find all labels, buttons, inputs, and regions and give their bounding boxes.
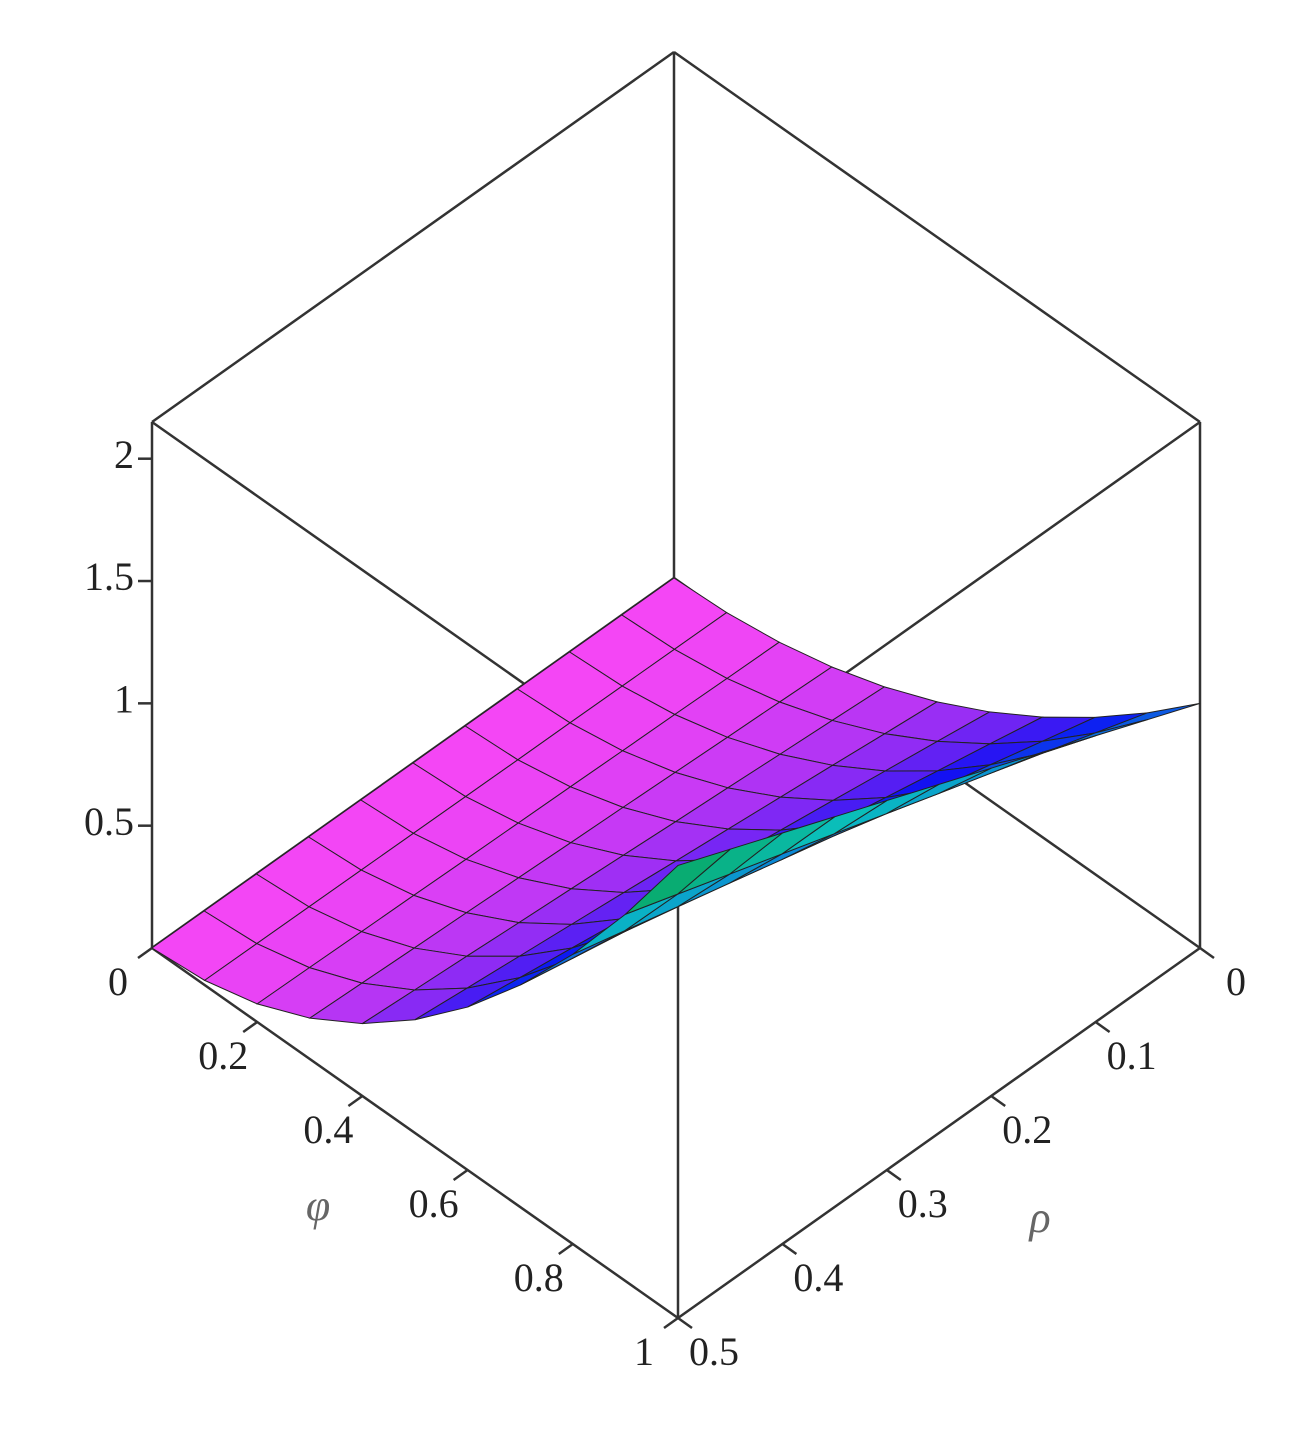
z-tick-label: 2 [114,432,134,477]
x-axis-label: φ [306,1181,330,1230]
x-tick-label: 0.8 [514,1255,564,1300]
y-tick [677,1316,693,1330]
y-tick-label: 0.2 [1002,1107,1052,1152]
x-tick-label: 0 [108,959,128,1004]
x-tick [452,1168,469,1182]
z-tick-label: 1.5 [84,554,134,599]
box-edge [673,50,1201,424]
x-tick [558,1242,574,1256]
y-tick-label: 0.5 [689,1329,739,1374]
x-tick [663,1316,679,1330]
y-tick [1094,1020,1111,1034]
y-tick [781,1242,798,1256]
x-tick-label: 0.4 [303,1107,353,1152]
x-tick-label: 0.2 [198,1033,248,1078]
box-edge [151,946,679,1320]
surface [151,577,1201,1025]
y-tick [1199,946,1215,960]
y-tick [886,1168,902,1182]
x-tick [242,1020,258,1034]
y-tick-label: 0.3 [898,1181,948,1226]
x-tick [137,946,153,960]
x-tick-label: 0.6 [409,1181,459,1226]
y-tick [990,1094,1006,1108]
y-tick-label: 0.1 [1107,1033,1157,1078]
box-edge [677,946,1201,1320]
z-tick-label: 0.5 [84,799,134,844]
x-tick-label: 1 [634,1329,654,1374]
y-tick-label: 0.4 [793,1255,843,1300]
y-axis-label: ρ [1027,1193,1050,1242]
z-tick-label: 1 [114,677,134,722]
surface-patch [625,848,731,915]
box-edge [151,50,675,424]
y-tick-label: 0 [1226,959,1246,1004]
x-tick [347,1094,364,1108]
